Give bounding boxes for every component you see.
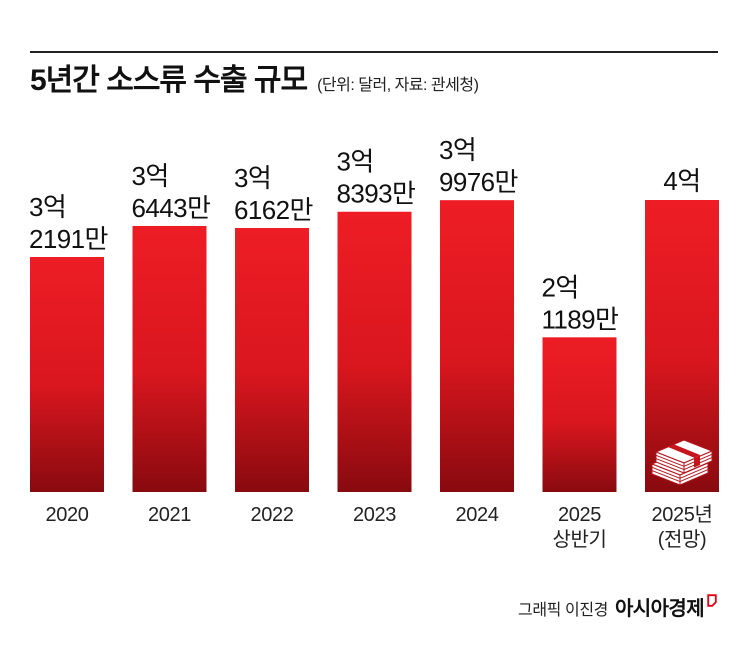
data-label-line: 3억: [337, 147, 374, 177]
chart-header: 5년간 소스류 수출 규모 (단위: 달러, 자료: 관세청): [30, 64, 479, 97]
chart-subtitle: (단위: 달러, 자료: 관세청): [317, 77, 479, 94]
data-label-2022: 3억 6162만: [234, 163, 313, 225]
data-label-line: 2억: [542, 272, 579, 302]
data-label-line: 6162만: [234, 195, 313, 225]
money-stack-icon: [650, 439, 714, 486]
x-tick-label-line: 상반기: [553, 528, 607, 551]
data-label-line: 3억: [439, 135, 476, 165]
x-tick-label-2022: 2022: [251, 504, 294, 526]
graphic-credit: 그래픽 이진경: [518, 602, 608, 619]
x-tick-label-2024: 2024: [456, 504, 499, 526]
chart-title: 5년간 소스류 수출 규모: [30, 64, 308, 97]
data-label-line: 4억: [663, 166, 700, 196]
bar-2022: [235, 228, 309, 492]
data-label-line: 9976만: [439, 167, 518, 197]
x-tick-label-2025년-(전망): 2025년 (전망): [652, 503, 713, 551]
data-label-line: 3억: [132, 161, 169, 191]
x-tick-label-line: (전망): [658, 528, 707, 551]
data-label-2020: 3억 2191만: [29, 192, 108, 254]
bar-2020: [30, 257, 104, 492]
data-label-line: 1189만: [542, 304, 619, 334]
data-label-line: 2191만: [29, 224, 108, 254]
x-axis-labels: 2020 2021 2022 2023 2024 2025 상반기 2025년 (전망): [46, 503, 713, 551]
x-tick-label-line: 2025: [558, 504, 601, 526]
data-label-2023: 3억 8393만: [337, 147, 416, 209]
x-tick-label-line: 2024: [456, 504, 499, 526]
bars: [30, 200, 719, 493]
data-label-2025년-(전망): 4억: [663, 166, 700, 196]
x-tick-label-line: 2022: [251, 504, 294, 526]
x-tick-label-line: 2020: [46, 504, 89, 526]
bar-2025-상반기: [542, 337, 617, 492]
data-label-line: 6443만: [132, 193, 211, 223]
data-label-2025-상반기: 2억 1189만: [542, 272, 619, 334]
brand-logo-mark-icon: [707, 594, 717, 607]
x-tick-label-2025-상반기: 2025 상반기: [553, 504, 607, 551]
x-tick-label-2021: 2021: [148, 504, 191, 526]
credit-line: 그래픽 이진경 아시아경제: [518, 592, 717, 621]
bar-2024: [440, 200, 514, 492]
bar-2023: [337, 211, 412, 493]
x-tick-label-2020: 2020: [46, 504, 89, 526]
data-label-line: 8393만: [337, 179, 416, 209]
x-tick-label-line: 2021: [148, 504, 191, 526]
data-label-2024: 3억 9976만: [439, 135, 518, 197]
bar-2021: [132, 225, 207, 492]
data-label-2021: 3억 6443만: [132, 161, 211, 223]
x-tick-label-line: 2025년: [652, 503, 713, 526]
brand-logo-text: 아시아경제: [615, 598, 705, 620]
x-tick-label-2023: 2023: [353, 504, 396, 526]
data-label-line: 3억: [29, 192, 66, 222]
data-label-line: 3억: [234, 163, 271, 193]
x-tick-label-line: 2023: [353, 504, 396, 526]
top-rule: [30, 51, 718, 53]
